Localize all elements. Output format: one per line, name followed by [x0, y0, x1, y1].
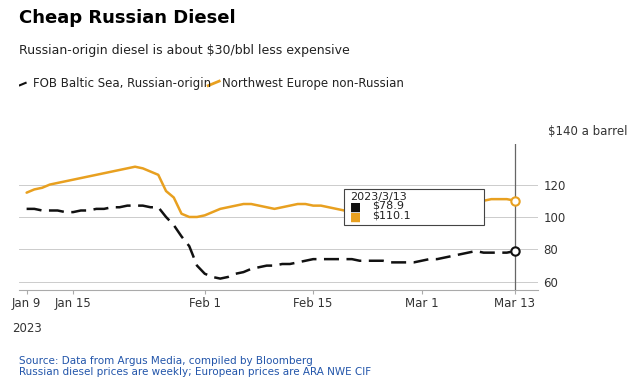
Text: ■: ■	[350, 210, 362, 224]
Text: FOB Baltic Sea, Russian-origin: FOB Baltic Sea, Russian-origin	[33, 77, 211, 90]
Text: $140 a barrel: $140 a barrel	[548, 125, 628, 138]
Text: ■: ■	[350, 201, 362, 214]
Text: $110.1: $110.1	[372, 210, 411, 221]
Text: 2023: 2023	[12, 322, 42, 335]
Text: Northwest Europe non-Russian: Northwest Europe non-Russian	[222, 77, 404, 90]
Text: Russian-origin diesel is about $30/bbl less expensive: Russian-origin diesel is about $30/bbl l…	[19, 44, 350, 56]
FancyBboxPatch shape	[344, 190, 484, 225]
Text: $78.9: $78.9	[372, 201, 404, 211]
Text: Source: Data from Argus Media, compiled by Bloomberg
Russian diesel prices are w: Source: Data from Argus Media, compiled …	[19, 356, 371, 377]
Text: Cheap Russian Diesel: Cheap Russian Diesel	[19, 9, 235, 27]
Text: 2023/3/13: 2023/3/13	[350, 192, 407, 202]
